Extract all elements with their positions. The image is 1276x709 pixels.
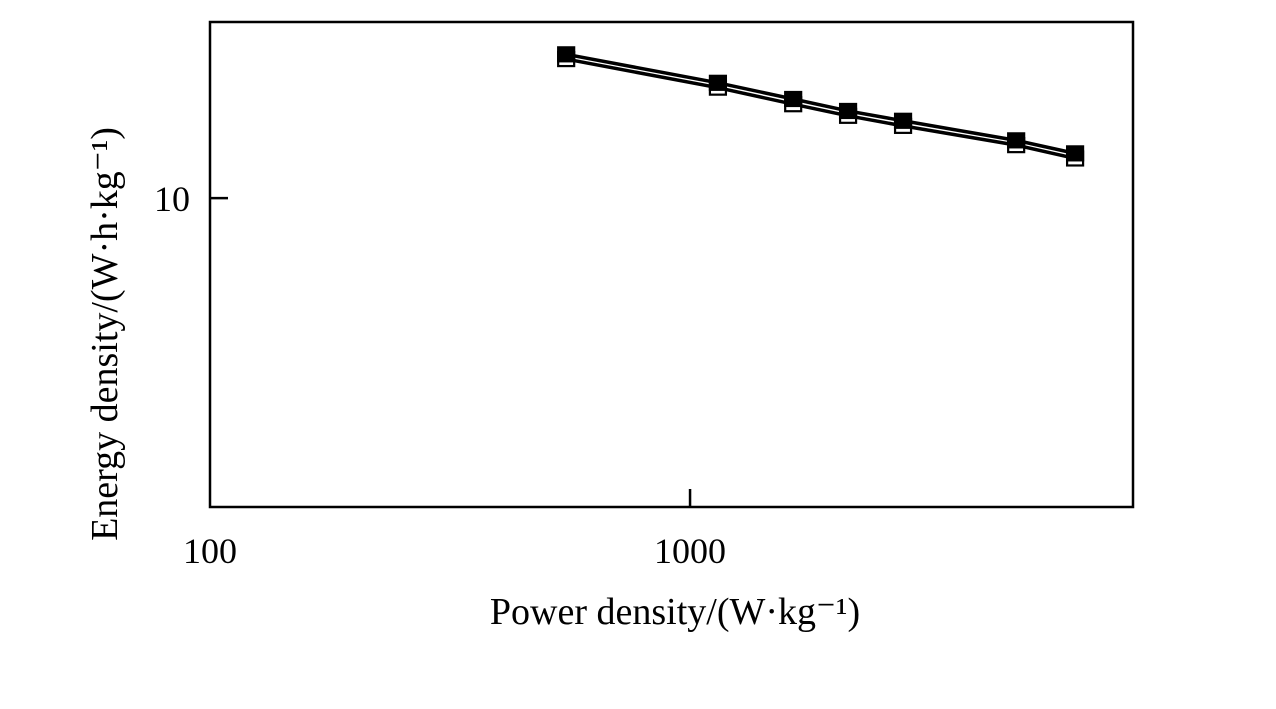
data-point-filled-square xyxy=(893,112,913,129)
data-point-filled-square xyxy=(784,90,803,108)
data-point-filled-square xyxy=(708,74,728,91)
y-tick-label: 10 xyxy=(154,179,190,219)
data-point-filled-square xyxy=(557,46,576,63)
x-tick-label: 1000 xyxy=(654,531,726,571)
plot-frame xyxy=(208,20,1135,509)
x-axis-label: Power density/(W·kg⁻¹) xyxy=(490,591,860,633)
x-tick-label: 100 xyxy=(183,531,237,571)
series-line-open-square xyxy=(565,57,1076,161)
data-point-filled-square xyxy=(1065,145,1085,162)
series-line-filled-square xyxy=(565,52,1076,156)
data-point-filled-square xyxy=(838,102,858,120)
data-point-filled-square xyxy=(1007,132,1026,149)
y-axis-label: Energy density/(W·h·kg⁻¹) xyxy=(84,127,126,541)
